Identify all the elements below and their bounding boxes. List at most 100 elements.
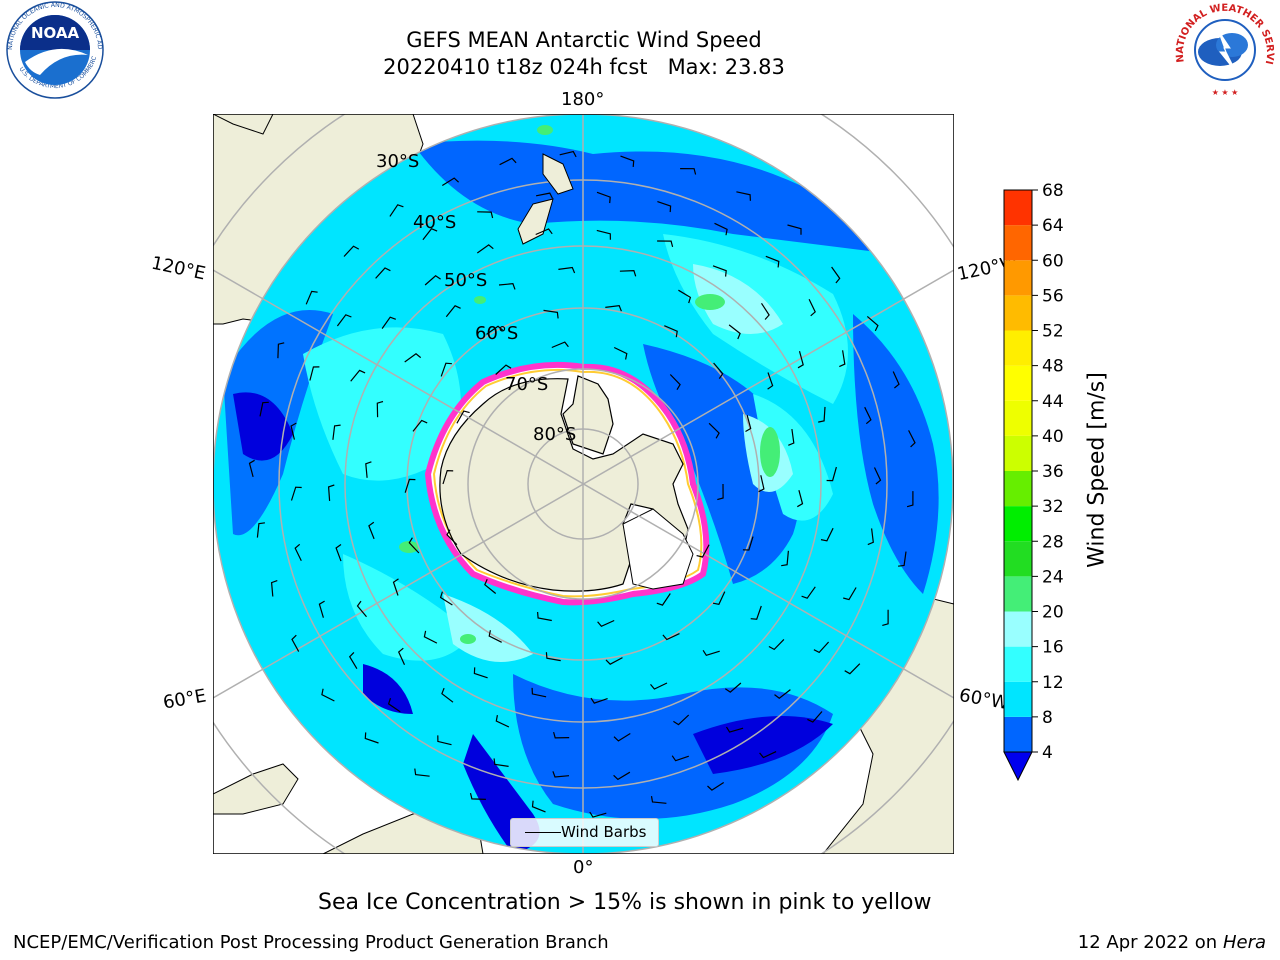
- wind-barbs-layer: [248, 150, 916, 818]
- wind-band-20-24-a: [695, 294, 725, 310]
- wind-barb: [906, 491, 914, 508]
- wind-barb: [787, 224, 802, 235]
- chart-subtitle-run-info: 20220410 t18z 024h fcst Max: 23.83: [383, 55, 785, 79]
- wind-barb: [270, 580, 278, 597]
- wind-barb: [294, 543, 302, 562]
- wind-barb: [797, 351, 804, 369]
- colorbar-tick-label: 68: [1042, 181, 1064, 201]
- wind-barb: [707, 781, 725, 791]
- wind-barb: [498, 283, 516, 290]
- wind-barb: [750, 605, 762, 620]
- wind-band-4-8-north: [413, 140, 893, 254]
- wind-band-4-8-right: [853, 314, 939, 594]
- map-legend: Wind Barbs: [510, 818, 659, 847]
- polar-map: [213, 114, 954, 854]
- wind-barb: [456, 410, 470, 424]
- wind-barb: [613, 771, 631, 781]
- wind-band-below-4-west: [233, 392, 293, 461]
- wind-barb: [343, 245, 360, 257]
- wind-barb: [259, 401, 269, 417]
- wind-barb: [558, 266, 576, 274]
- wind-barb: [332, 424, 341, 440]
- wind-barb: [728, 324, 741, 340]
- wind-barb: [437, 735, 452, 746]
- wind-barb: [656, 593, 671, 606]
- wind-barb: [499, 157, 517, 166]
- wind-barb: [389, 204, 404, 217]
- land-australia-west: [213, 114, 274, 135]
- wind-barb: [650, 795, 667, 804]
- wind-barb: [336, 314, 352, 327]
- lon-label-180: 180°: [561, 89, 605, 110]
- colorbar-tick-label: 44: [1042, 392, 1064, 412]
- wind-barb: [597, 619, 615, 628]
- wind-barb: [424, 275, 441, 286]
- wind-barb: [486, 325, 503, 335]
- wind-barb: [657, 240, 674, 248]
- wind-barb: [596, 191, 611, 204]
- wind-barb: [387, 698, 401, 713]
- lon-label-0: 0°: [573, 857, 594, 878]
- colorbar-tick-label: 64: [1042, 216, 1064, 236]
- wind-barb: [713, 362, 724, 379]
- wind-barb: [818, 406, 826, 423]
- wind-barb: [873, 467, 882, 485]
- wind-barb: [551, 341, 569, 349]
- colorbar-tick-label: 28: [1042, 532, 1064, 552]
- colorbar-swatch: [1004, 295, 1032, 331]
- colorbar-swatch: [1004, 471, 1032, 507]
- wind-barb: [495, 714, 510, 728]
- lat-label-60s: 60°S: [475, 323, 519, 344]
- colorbar-tick-label: 36: [1042, 462, 1064, 482]
- wind-barb: [248, 459, 255, 478]
- wind-barb: [788, 429, 795, 446]
- wind-barb: [768, 638, 785, 651]
- wind-barb: [712, 591, 726, 605]
- land-madagascar: [213, 763, 299, 815]
- wind-barb: [442, 469, 454, 485]
- noaa-logo: NATIONAL OCEANIC AND ATMOSPHERIC ADMINIS…: [0, 0, 104, 99]
- wind-barb: [596, 229, 611, 240]
- wind-barb: [484, 578, 497, 594]
- wind-barb: [291, 634, 300, 652]
- wind-barb: [908, 430, 916, 448]
- wind-barb: [256, 522, 265, 538]
- wind-barb: [605, 305, 622, 312]
- colorbar-swatch: [1004, 400, 1032, 436]
- colorbar-tick-label: 16: [1042, 638, 1064, 658]
- wind-barb: [839, 350, 846, 368]
- wind-barb: [392, 578, 399, 596]
- colorbar-tick-label: 52: [1042, 322, 1064, 342]
- wind-barb: [696, 544, 710, 558]
- wind-barb: [867, 528, 874, 546]
- wind-barb: [680, 168, 697, 175]
- wind-barb: [801, 586, 816, 599]
- wind-barb: [277, 342, 285, 359]
- chart-title: GEFS MEAN Antarctic Wind Speed: [406, 28, 762, 52]
- lon-label-120e: 120°E: [149, 252, 208, 285]
- colorbar-swatch: [1004, 260, 1032, 296]
- wind-barb: [348, 651, 358, 670]
- lon-label-60e: 60°E: [161, 685, 208, 714]
- wind-barb: [412, 419, 428, 432]
- wind-barb: [605, 657, 623, 665]
- wind-barb: [368, 521, 375, 540]
- noaa-logo-text: NOAA: [31, 24, 80, 42]
- colorbar-tick-label: 4: [1042, 743, 1053, 763]
- wind-barb: [535, 192, 554, 199]
- wind-barb: [767, 372, 774, 390]
- wind-barb: [797, 490, 804, 508]
- wind-barb: [535, 228, 553, 236]
- wind-barb-legend-label: Wind Barbs: [561, 823, 647, 841]
- wind-barb: [831, 266, 841, 284]
- wind-barb: [657, 201, 672, 213]
- wind-barb: [318, 600, 325, 618]
- wind-barb: [662, 633, 680, 641]
- wind-band-12-16-c: [753, 394, 833, 521]
- colorbar-tick-label: 60: [1042, 251, 1064, 271]
- nws-logo: NATIONAL WEATHER SERVICE ★ ★ ★: [1170, 0, 1275, 98]
- wind-barb: [381, 316, 397, 329]
- wind-barb: [774, 689, 791, 699]
- wind-barb: [673, 714, 690, 726]
- wind-barb: [493, 758, 509, 767]
